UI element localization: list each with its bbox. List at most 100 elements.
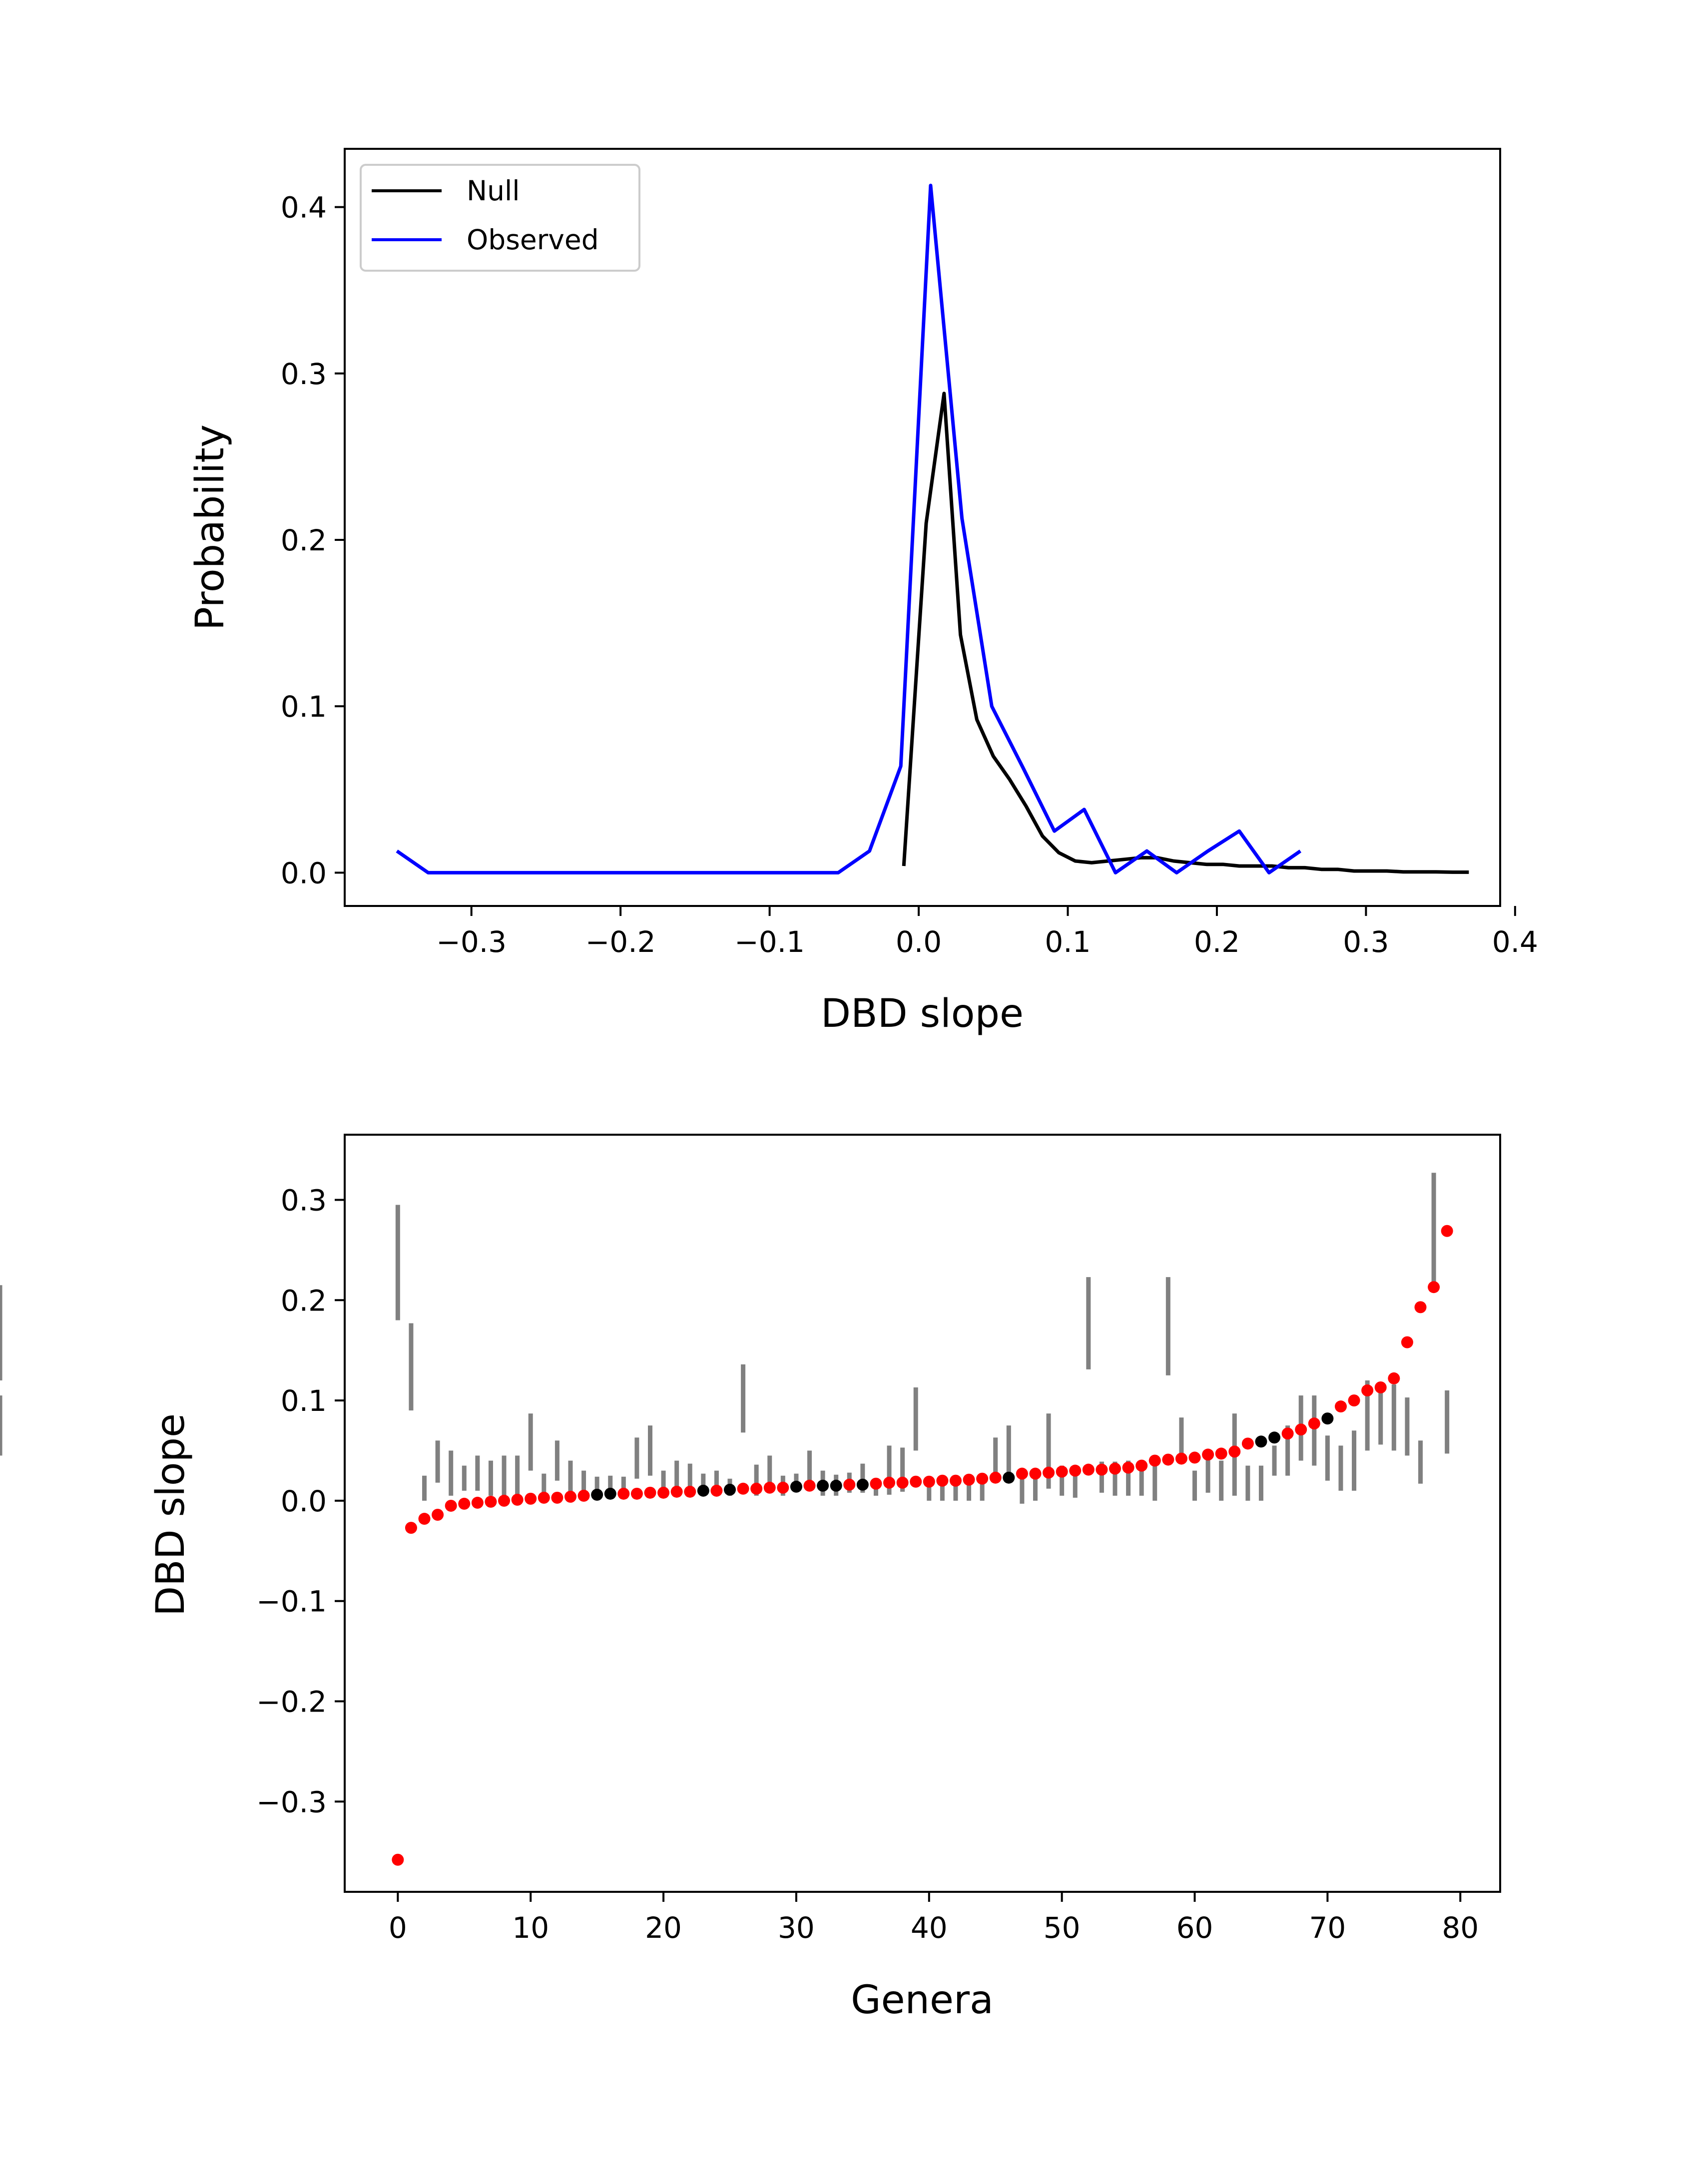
panel2-x-tick-label: 20 xyxy=(645,1911,682,1945)
panel1-y-tick-label: 0.1 xyxy=(281,690,327,724)
panel1-y-tick-label: 0.0 xyxy=(281,856,327,890)
genus-point xyxy=(936,1474,949,1487)
genus-point xyxy=(538,1491,550,1504)
genus-point xyxy=(1241,1437,1254,1450)
genus-point xyxy=(551,1491,563,1504)
panel1-x-tick-label: 0.3 xyxy=(1343,925,1389,959)
genus-point xyxy=(604,1487,616,1500)
genus-point xyxy=(1215,1447,1227,1460)
genus-point xyxy=(896,1476,909,1489)
panel2-y-tick-label: 0.0 xyxy=(281,1484,327,1518)
genus-point xyxy=(710,1484,723,1497)
genus-point xyxy=(1175,1452,1187,1465)
genus-point xyxy=(684,1485,696,1498)
panel1-series-lines xyxy=(396,183,1469,874)
panel2-x-tick-label: 30 xyxy=(778,1911,815,1945)
panel1-y-tick-label: 0.3 xyxy=(281,357,327,391)
genus-point xyxy=(1202,1448,1214,1461)
genus-point xyxy=(1308,1417,1320,1430)
panel1-x-axis-label: DBD slope xyxy=(821,991,1024,1036)
panel2-points xyxy=(392,1225,1453,1866)
genus-point xyxy=(843,1478,856,1491)
genus-point xyxy=(1268,1431,1281,1444)
panel1-frame xyxy=(344,148,1501,907)
genus-point xyxy=(1348,1394,1360,1407)
panel2-x-tick-label: 60 xyxy=(1176,1911,1213,1945)
genus-point xyxy=(485,1495,497,1508)
genus-point xyxy=(644,1486,656,1499)
genus-point xyxy=(737,1482,749,1495)
genus-point xyxy=(1043,1466,1055,1479)
genus-point xyxy=(949,1474,962,1487)
genus-point xyxy=(432,1509,444,1521)
panel2-y-tick-label: −0.2 xyxy=(256,1685,327,1719)
genus-point xyxy=(445,1499,457,1512)
genus-point xyxy=(1255,1435,1267,1448)
panel1-x-tick-label: 0.2 xyxy=(1194,925,1240,959)
genus-point xyxy=(870,1477,882,1490)
genus-point xyxy=(1056,1465,1068,1478)
genus-point xyxy=(989,1471,1002,1484)
genus-point xyxy=(1388,1372,1400,1384)
panel2-frame xyxy=(344,1134,1501,1893)
genus-point xyxy=(817,1479,829,1492)
genus-point xyxy=(1135,1459,1148,1472)
genus-point xyxy=(1003,1471,1015,1484)
genus-point xyxy=(1096,1463,1108,1476)
panel1-x-tick-label: 0.0 xyxy=(896,925,942,959)
genus-point xyxy=(1148,1454,1161,1467)
genus-point xyxy=(418,1513,431,1525)
genus-point xyxy=(777,1481,789,1494)
genus-point xyxy=(617,1487,630,1500)
panel2-x-tick-label: 10 xyxy=(512,1911,549,1945)
genus-point xyxy=(498,1494,511,1507)
panel2-x-tick-label: 70 xyxy=(1309,1911,1346,1945)
genus-point xyxy=(830,1479,842,1492)
panel2-y-tick-label: 0.2 xyxy=(281,1284,327,1317)
genus-point xyxy=(856,1478,869,1491)
panel2-y-tick-label: 0.3 xyxy=(281,1184,327,1218)
genus-point xyxy=(1374,1381,1387,1394)
genus-point xyxy=(1321,1412,1334,1425)
genus-point xyxy=(1082,1463,1095,1476)
panel2-y-tick-label: 0.1 xyxy=(281,1384,327,1418)
panel1-y-ticks: 0.0 0.1 0.2 0.3 0.4 xyxy=(281,191,345,890)
genus-point xyxy=(630,1487,643,1500)
genera-panel: 0 10 20 30 40 50 60 70 80 −0.3 −0.2 −0.1 0.0 0.1 0.2 0… xyxy=(0,1134,1501,2023)
genus-point xyxy=(591,1488,603,1501)
panel1-x-tick-label: 0.1 xyxy=(1045,925,1091,959)
genus-point xyxy=(1228,1445,1241,1458)
genus-point xyxy=(1069,1464,1082,1477)
panel1-y-tick-label: 0.2 xyxy=(281,523,327,557)
genus-point xyxy=(564,1490,576,1503)
panel2-x-ticks: 0 10 20 30 40 50 60 70 80 xyxy=(389,1892,1479,1945)
genus-point xyxy=(392,1853,404,1866)
genus-point xyxy=(790,1480,802,1493)
genus-point xyxy=(1016,1467,1028,1480)
genus-point xyxy=(724,1483,736,1496)
legend-label-null: Null xyxy=(467,175,520,207)
panel2-x-tick-label: 0 xyxy=(389,1911,407,1945)
genus-point xyxy=(405,1522,417,1534)
genus-point xyxy=(458,1497,471,1510)
genus-point xyxy=(1109,1462,1121,1475)
legend: Null Observed xyxy=(360,164,640,272)
genus-point xyxy=(1428,1281,1440,1294)
genus-point xyxy=(1029,1467,1042,1480)
panel2-x-tick-label: 80 xyxy=(1442,1911,1479,1945)
panel2-null-intervals xyxy=(0,1173,1450,1504)
genus-point xyxy=(657,1486,670,1499)
genus-point xyxy=(1334,1400,1347,1413)
panel1-x-tick-label: 0.4 xyxy=(1492,925,1538,959)
genus-point xyxy=(976,1472,989,1485)
genus-point xyxy=(1441,1225,1453,1237)
series-line-observed xyxy=(396,183,1302,874)
genus-point xyxy=(1162,1453,1174,1466)
distribution-panel: −0.3 −0.2 −0.1 0.0 0.1 0.2 0.3 0.4 0.0 0.1 0.2 0.3… xyxy=(188,148,1538,1036)
genus-point xyxy=(577,1489,590,1502)
genus-point xyxy=(923,1475,935,1488)
genus-point xyxy=(1295,1423,1307,1436)
genus-point xyxy=(750,1482,763,1495)
genus-point xyxy=(697,1484,709,1497)
